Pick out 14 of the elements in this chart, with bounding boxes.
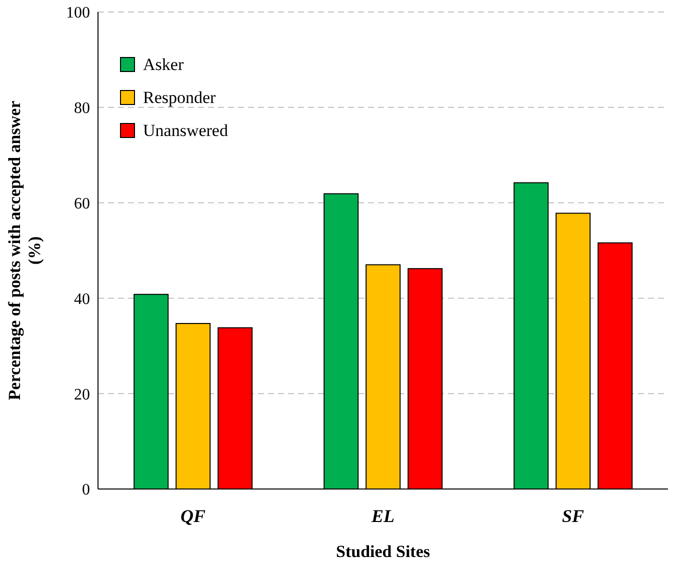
y-tick-label: 80 <box>74 100 90 118</box>
y-tick-label: 0 <box>82 482 90 499</box>
y-tick-label: 40 <box>74 290 90 308</box>
y-axis-title: Percentage of posts with accepted answer (%) <box>5 100 44 400</box>
x-tick-label: EL <box>370 506 395 526</box>
legend-label: Asker <box>143 54 184 74</box>
x-tick-label: SF <box>562 506 584 526</box>
legend-label: Responder <box>143 88 216 108</box>
legend-label: Unanswered <box>143 120 228 140</box>
x-tick-label: QF <box>180 506 206 526</box>
y-tick-label: 100 <box>66 4 90 22</box>
x-axis-title: Studied Sites <box>336 542 430 561</box>
y-tick-label: 60 <box>74 195 90 212</box>
y-tick-label: 20 <box>74 386 90 404</box>
